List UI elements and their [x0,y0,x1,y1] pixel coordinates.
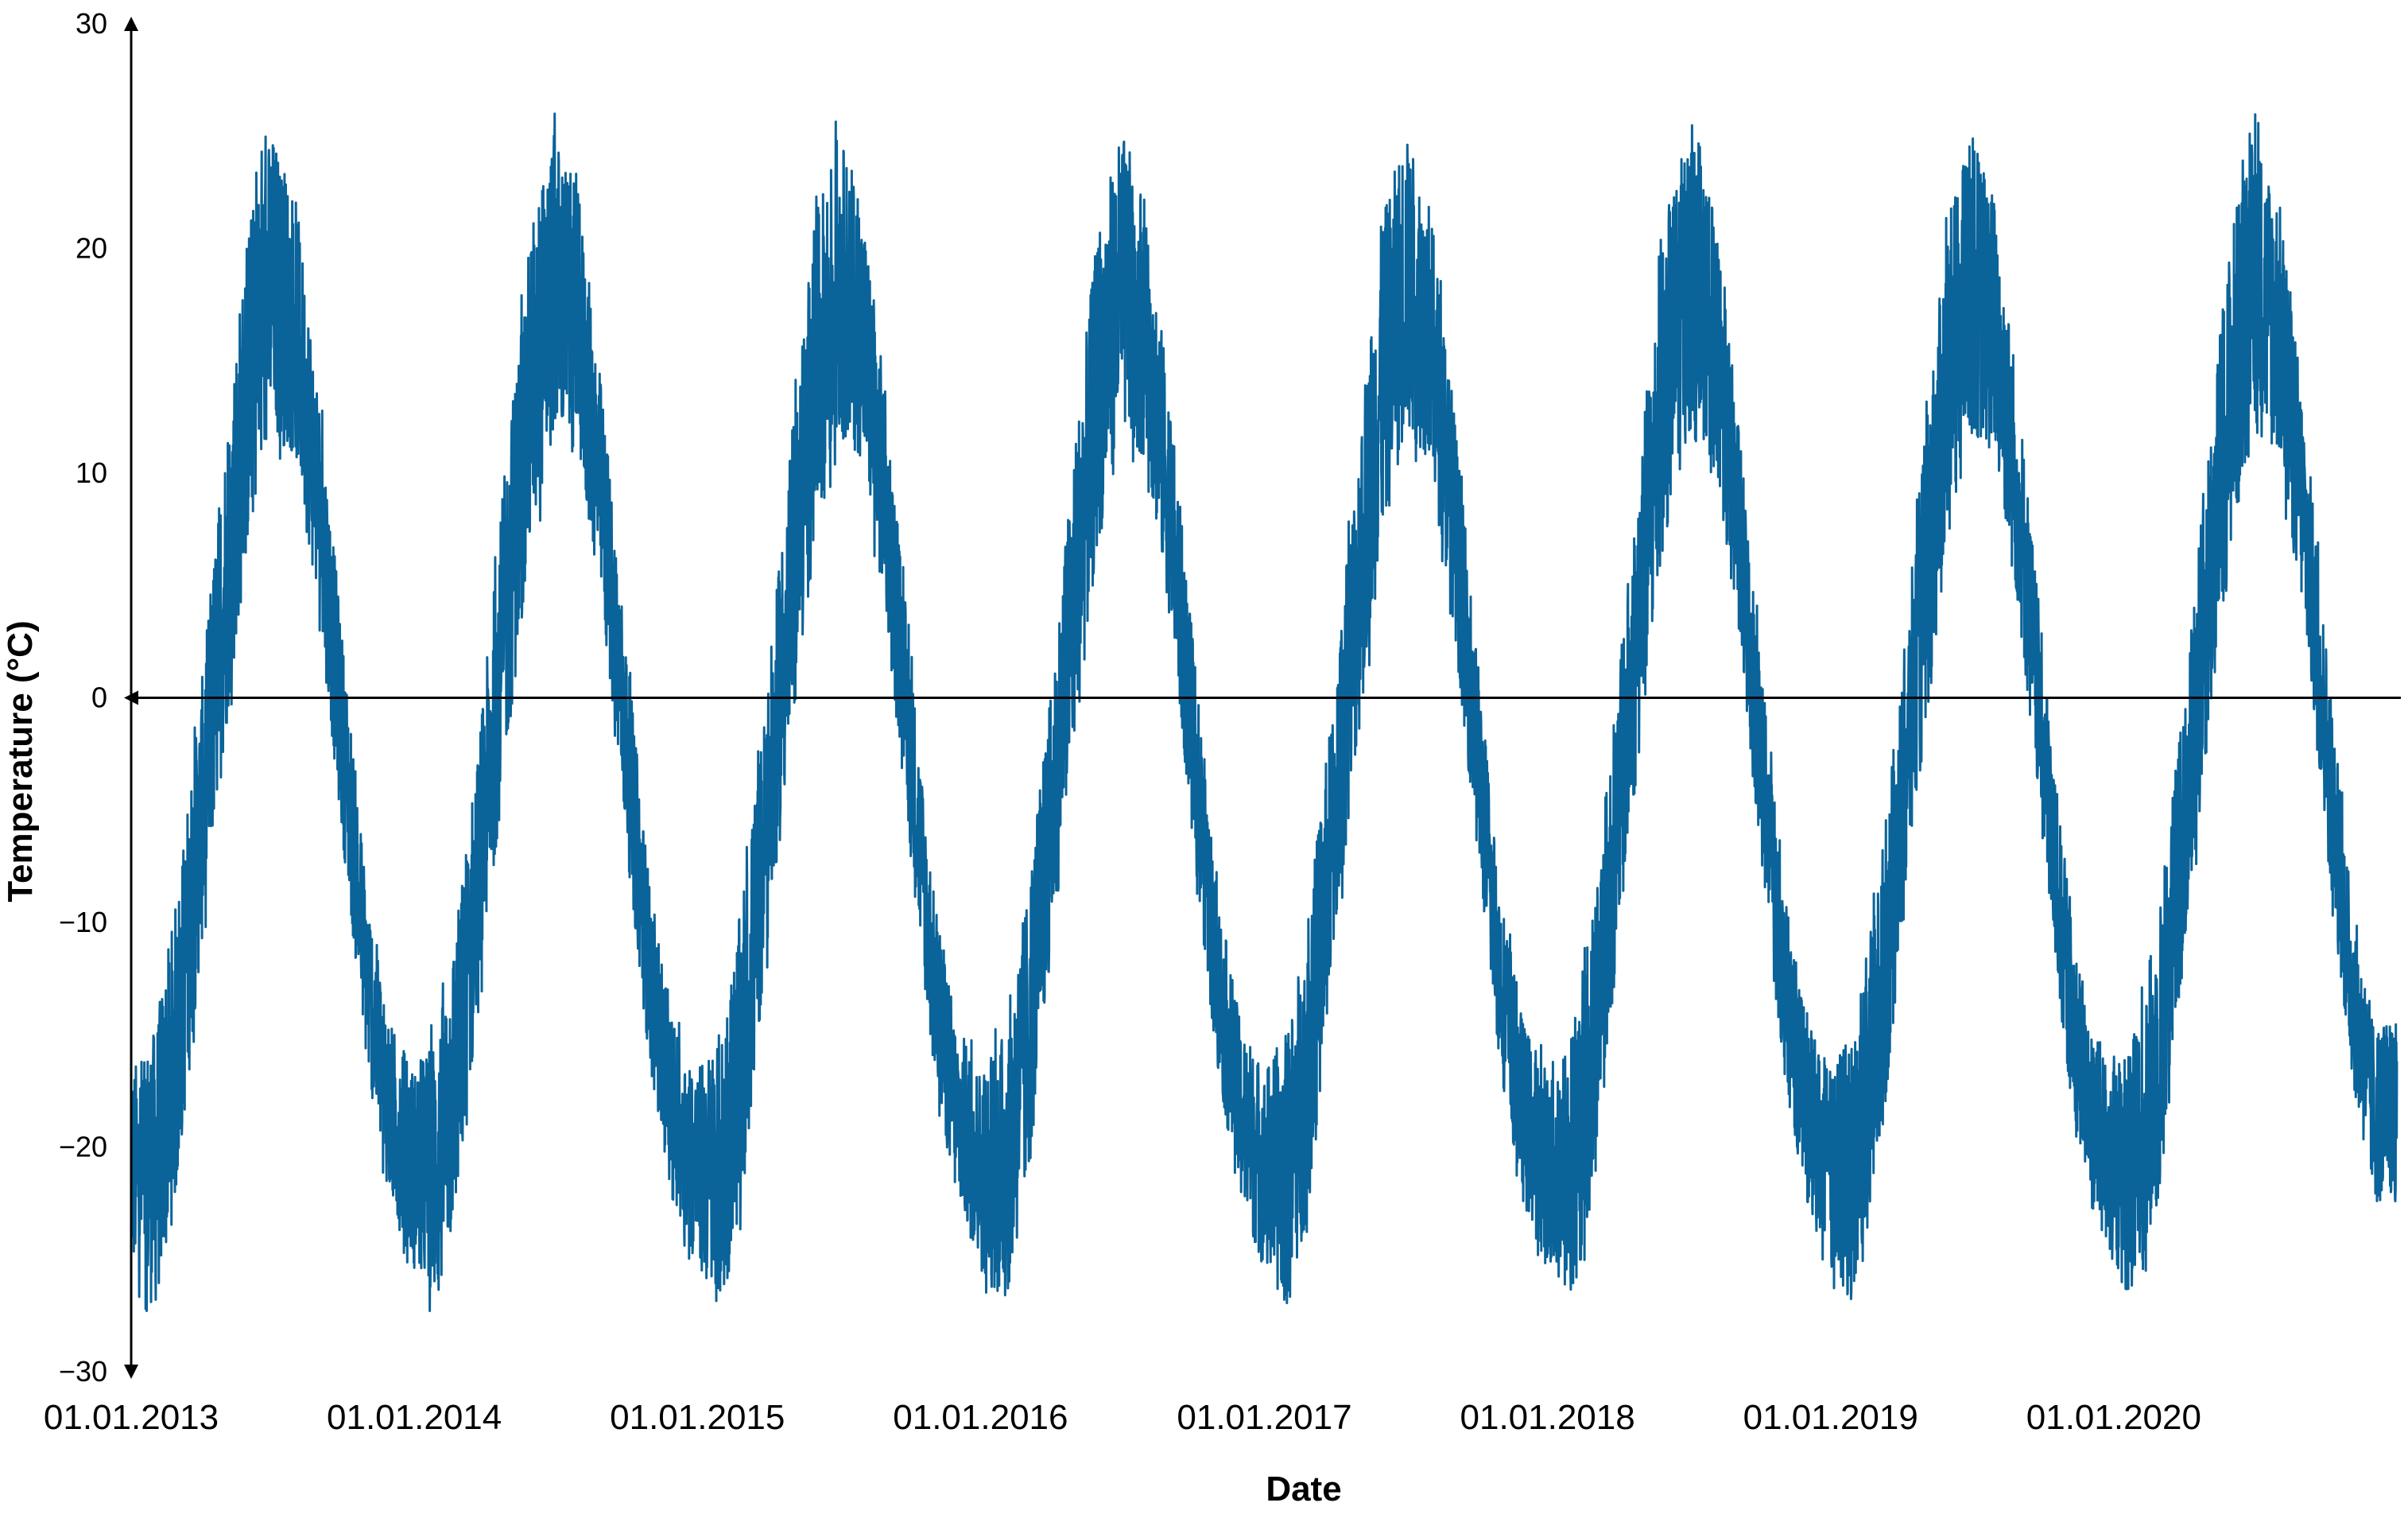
x-tick-label: 01.01.2020 [2026,1398,2201,1437]
y-tick-label: −30 [59,1355,107,1388]
y-tick-label: −20 [59,1131,107,1163]
x-tick-label: 01.01.2017 [1177,1398,1351,1437]
x-tick-label: 01.01.2016 [893,1398,1068,1437]
y-tick-labels: 30 20 10 0 −10 −20 −30 [59,7,107,1388]
x-tick-labels: 01.01.2013 01.01.2014 01.01.2015 01.01.2016… [44,1398,2201,1437]
y-tick-label: 0 [91,681,107,714]
y-axis-title: Temperature (°C) [1,620,40,902]
series-layer [130,112,2398,1312]
y-tick-label: 10 [76,456,107,489]
y-tick-label: 20 [76,232,107,265]
x-tick-label: 01.01.2014 [327,1398,502,1437]
y-tick-label: −10 [59,906,107,938]
x-tick-label: 01.01.2013 [44,1398,219,1437]
x-tick-label: 01.01.2015 [610,1398,785,1437]
temperature-series-line [130,112,2398,1312]
x-tick-label: 01.01.2019 [1743,1398,1918,1437]
y-tick-label: 30 [76,7,107,40]
axes-layer [124,17,2401,1379]
x-tick-label: 01.01.2018 [1460,1398,1635,1437]
x-axis-title: Date [1266,1470,1341,1509]
